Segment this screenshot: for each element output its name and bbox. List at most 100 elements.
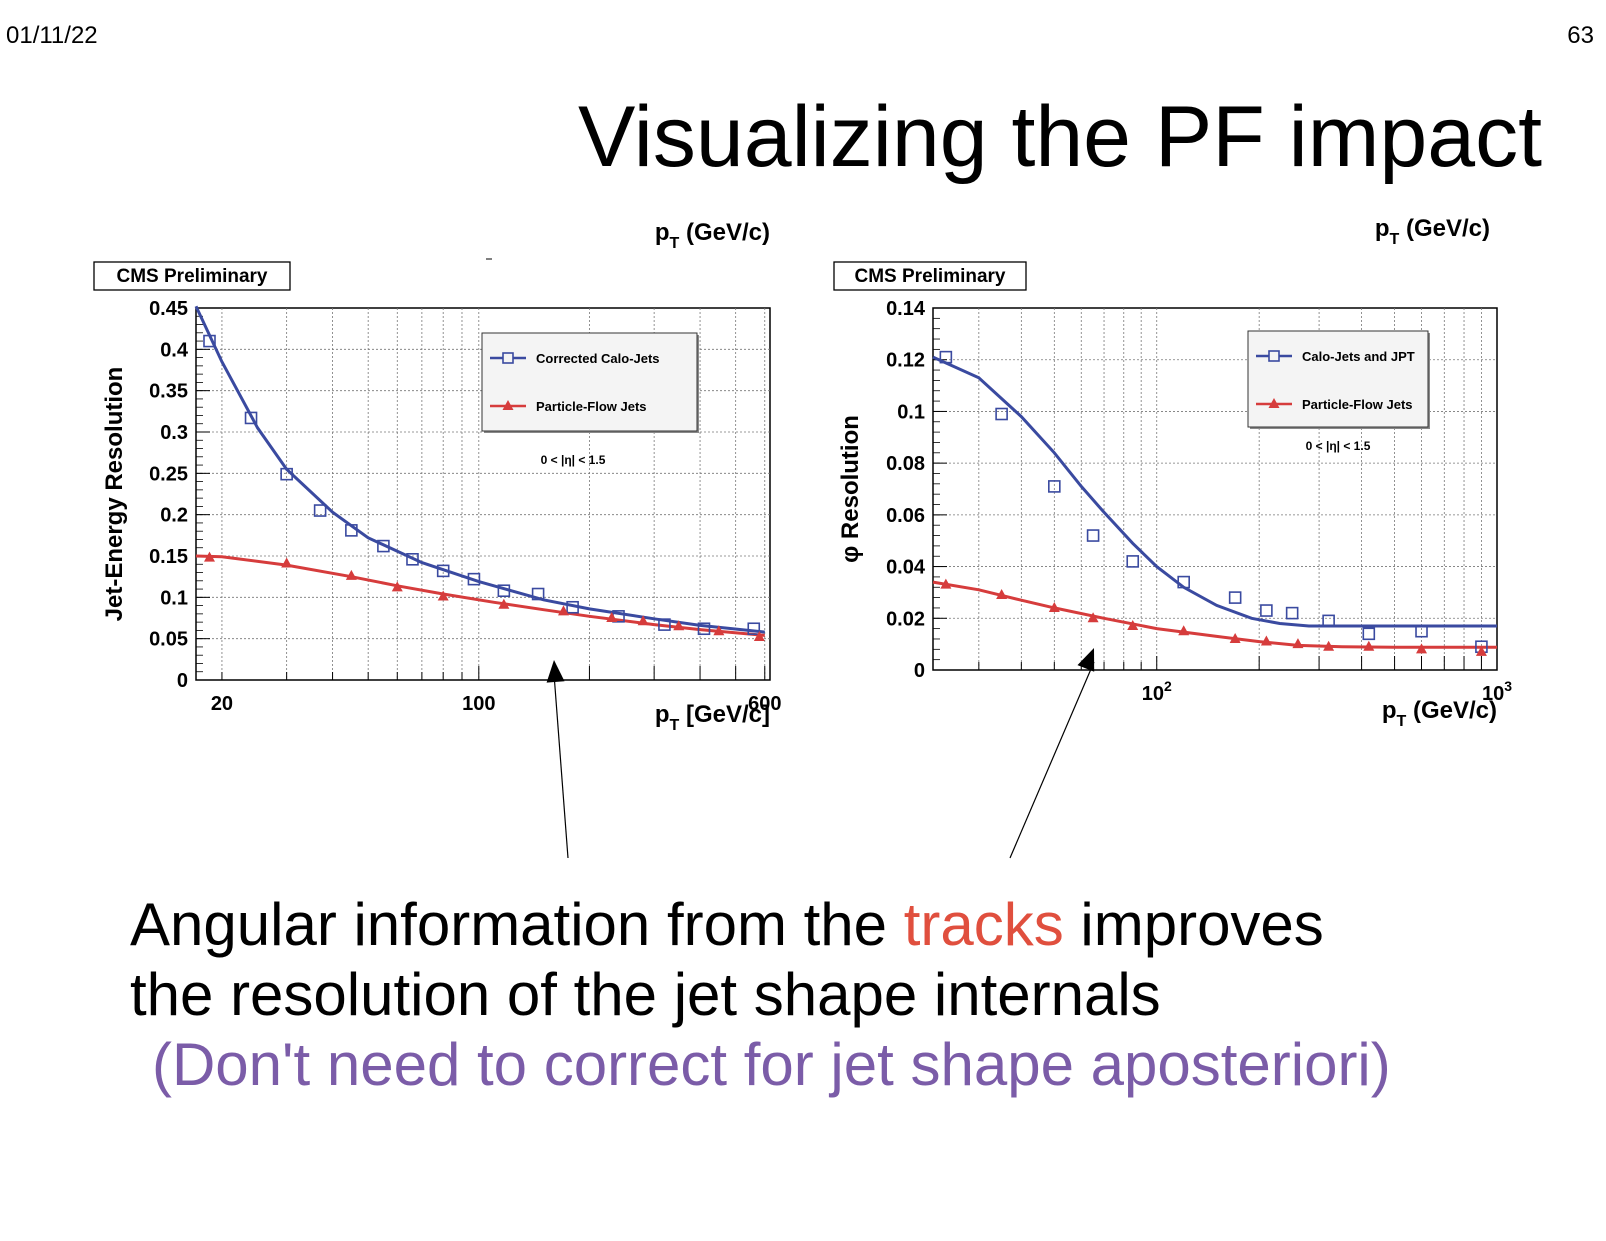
- data-point-triangle: [940, 578, 952, 589]
- body-line-3: (Don't need to correct for jet shape apo…: [152, 1031, 1391, 1098]
- y-tick-label: 0.02: [886, 608, 925, 630]
- fit-curve-pf: [195, 554, 765, 637]
- y-tick-label: 0.4: [160, 339, 189, 361]
- body-line-1-end: improves: [1063, 891, 1324, 958]
- data-point-triangle: [673, 620, 685, 631]
- legend-marker-square: [1268, 350, 1280, 362]
- data-point-triangle: [1323, 640, 1335, 651]
- legend-label: Calo-Jets and JPT: [1302, 349, 1415, 364]
- y-tick-label: 0.08: [886, 453, 925, 475]
- header-pt-label: pT (GeV/c): [655, 219, 770, 252]
- data-point-triangle: [437, 590, 449, 601]
- data-point-triangle: [637, 615, 649, 626]
- y-tick-label: 0.25: [149, 463, 188, 485]
- data-point-square: [531, 587, 545, 601]
- data-point-square: [747, 622, 761, 636]
- legend-marker-triangle: [502, 400, 514, 410]
- chart-1: 0 0.05 0.1 0.15 0.2 0.25 0.3 0.35 0.4 0.45 20 100 60…: [93, 219, 781, 859]
- data-point-triangle: [713, 625, 725, 636]
- data-point-square: [280, 467, 293, 481]
- eta-annotation: 0 < |η| < 1.5: [541, 453, 606, 467]
- x-tick-label: 600: [748, 693, 781, 715]
- pointer-arrow-line: [553, 673, 569, 859]
- legend-marker-triangle: [1268, 398, 1280, 408]
- x-tick-label: 100: [462, 693, 495, 715]
- page-number: 63: [1567, 22, 1594, 49]
- legend-label: Corrected Calo-Jets: [536, 351, 660, 366]
- data-point-triangle: [996, 589, 1008, 600]
- data-point-square: [203, 334, 216, 348]
- data-point-square: [1362, 627, 1376, 641]
- data-point-square: [939, 350, 953, 364]
- data-point-triangle: [1127, 620, 1139, 631]
- y-axis-label: Jet-Energy Resolution: [101, 367, 128, 622]
- data-point-square: [1126, 555, 1140, 568]
- data-point-square: [436, 564, 450, 578]
- y-tick-label: 0.45: [149, 298, 188, 320]
- x-axis-label: pT (GeV/c): [1382, 697, 1497, 730]
- data-point-triangle: [391, 581, 403, 592]
- data-point-triangle: [1416, 643, 1428, 654]
- y-tick-label: 0.12: [886, 350, 925, 372]
- data-point-square: [244, 411, 258, 425]
- body-line-2: the resolution of the jet shape internal…: [130, 961, 1161, 1028]
- y-tick-label: 0.14: [886, 298, 926, 320]
- slide-title: Visualizing the PF impact: [578, 89, 1542, 185]
- legend-marker-square: [502, 352, 514, 364]
- y-tick-label: 0: [914, 660, 925, 682]
- legend-label: Particle-Flow Jets: [1302, 397, 1413, 412]
- legend-box: [481, 332, 698, 432]
- data-point-square: [467, 572, 481, 586]
- data-point-triangle: [1292, 638, 1304, 649]
- data-point-triangle: [1048, 601, 1060, 612]
- data-point-triangle: [1229, 632, 1241, 643]
- data-point-triangle: [557, 605, 569, 616]
- y-tick-label: 0.06: [886, 505, 925, 527]
- pointer-arrow-head: [546, 660, 565, 683]
- y-tick-label: 0.1: [160, 587, 188, 609]
- data-point-square: [1086, 529, 1100, 542]
- data-point-triangle: [1475, 645, 1487, 656]
- data-point-square: [1415, 624, 1428, 638]
- data-point-triangle: [203, 551, 215, 562]
- pointer-arrow-head: [1077, 648, 1095, 672]
- pointer-arrow-line: [1009, 661, 1095, 859]
- data-point-square: [377, 539, 390, 553]
- data-point-square: [497, 584, 511, 598]
- data-point-triangle: [1087, 612, 1099, 623]
- y-tick-label: 0.35: [149, 381, 188, 403]
- body-text: Angular information from the tracks impr…: [130, 890, 1391, 1100]
- data-point-square: [406, 553, 419, 566]
- data-point-square: [313, 504, 327, 517]
- legend-label: Particle-Flow Jets: [536, 399, 647, 414]
- y-axis-label: φ Resolution: [837, 415, 864, 563]
- data-point-square: [1322, 614, 1335, 628]
- y-tick-label: 0.3: [160, 422, 188, 444]
- data-point-square: [995, 407, 1008, 421]
- y-tick-label: 0.05: [149, 629, 188, 651]
- eta-annotation: 0 < |η| < 1.5: [1306, 439, 1371, 453]
- data-point-square: [658, 618, 671, 631]
- data-point-square: [1177, 575, 1190, 589]
- cms-badge-box: [93, 261, 291, 291]
- y-tick-label: 0.2: [160, 505, 188, 527]
- x-tick-label: 102: [1142, 678, 1172, 705]
- data-point-square: [1228, 591, 1242, 604]
- cms-badge-label: CMS Preliminary: [855, 266, 1006, 287]
- tracks-highlight: tracks: [903, 891, 1064, 958]
- data-point-square: [1048, 480, 1061, 493]
- y-tick-label: 0: [177, 670, 188, 692]
- data-point-triangle: [1178, 625, 1190, 636]
- cms-badge-label: CMS Preliminary: [117, 266, 268, 287]
- data-point-triangle: [753, 631, 765, 642]
- y-tick-label: 0.1: [897, 401, 925, 423]
- data-point-square: [1260, 604, 1273, 617]
- x-axis-label: pT [GeV/c]: [655, 701, 770, 734]
- y-tick-label: 0.15: [149, 546, 188, 568]
- data-point-triangle: [281, 557, 293, 568]
- data-point-square: [566, 600, 579, 614]
- fit-curve-calo: [932, 355, 1497, 628]
- y-tick-label: 0.04: [886, 557, 926, 579]
